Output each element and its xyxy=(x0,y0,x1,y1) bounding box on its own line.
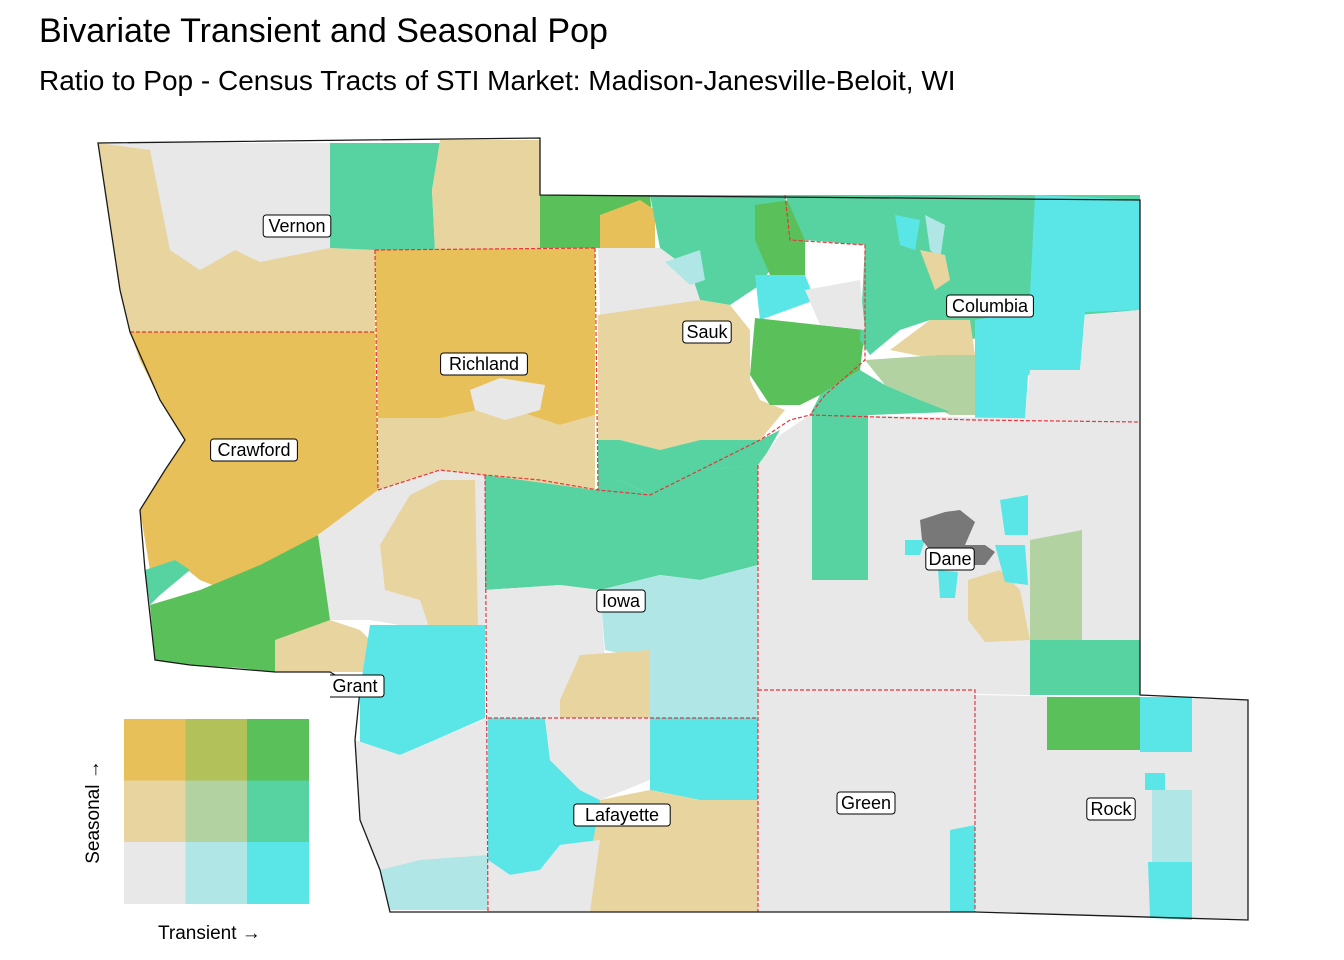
svg-text:Columbia: Columbia xyxy=(952,296,1029,316)
legend-cell xyxy=(185,780,248,843)
legend-cell xyxy=(247,719,309,781)
legend-cell xyxy=(124,719,186,781)
svg-text:Vernon: Vernon xyxy=(268,216,325,236)
legend-seasonal-axis-label: Seasonal → xyxy=(83,760,104,864)
county-label-green: Green xyxy=(836,791,896,815)
tract xyxy=(98,143,330,270)
legend-cell xyxy=(185,719,248,781)
legend-cell xyxy=(247,780,309,843)
tract xyxy=(378,405,595,490)
tract xyxy=(545,718,650,800)
tract xyxy=(485,465,758,590)
tract xyxy=(1140,697,1192,752)
svg-text:Iowa: Iowa xyxy=(602,591,641,611)
tract xyxy=(598,430,780,495)
map-subtitle: Ratio to Pop - Census Tracts of STI Mark… xyxy=(39,65,956,96)
tract xyxy=(1025,310,1140,420)
tract xyxy=(950,825,975,912)
county-label-lafayette: Lafayette xyxy=(573,803,671,827)
tract xyxy=(380,855,488,910)
tract xyxy=(432,140,540,250)
tract xyxy=(750,318,865,405)
tract xyxy=(330,143,440,250)
tract xyxy=(598,300,785,450)
tract xyxy=(755,275,815,320)
svg-text:Green: Green xyxy=(841,793,891,813)
tract xyxy=(968,570,1030,642)
tract xyxy=(488,718,600,875)
tract xyxy=(1152,790,1192,862)
svg-text:Lafayette: Lafayette xyxy=(585,805,659,825)
tract xyxy=(600,200,655,248)
svg-text:Crawford: Crawford xyxy=(217,440,290,460)
tract xyxy=(995,545,1028,585)
county-label-vernon: Vernon xyxy=(262,214,332,238)
tract xyxy=(755,200,805,275)
tract xyxy=(1148,862,1192,920)
legend-transient-axis-label: Transient → xyxy=(158,923,261,944)
tract xyxy=(938,570,958,598)
tract xyxy=(650,718,758,800)
county-label-sauk: Sauk xyxy=(682,320,732,344)
tract xyxy=(145,560,190,605)
tract xyxy=(98,143,375,332)
svg-text:Dane: Dane xyxy=(928,549,971,569)
tract xyxy=(1145,773,1165,790)
bivariate-legend xyxy=(124,719,309,904)
map-title: Bivariate Transient and Seasonal Pop xyxy=(39,12,608,50)
tract xyxy=(890,320,975,360)
tract xyxy=(925,215,945,260)
tract xyxy=(1047,697,1140,750)
tract xyxy=(865,355,975,415)
county-label-layer: Vernon Columbia Sauk Richland Crawford Dane Io… xyxy=(210,214,1136,827)
county-label-dane: Dane xyxy=(925,547,975,571)
tract xyxy=(560,650,650,718)
tract xyxy=(1000,495,1028,535)
tract xyxy=(1030,530,1082,640)
county-label-richland: Richland xyxy=(440,352,528,376)
county-label-crawford: Crawford xyxy=(210,438,298,462)
svg-text:Sauk: Sauk xyxy=(686,322,728,342)
tract xyxy=(895,215,920,250)
svg-text:Grant: Grant xyxy=(332,676,377,696)
tract xyxy=(975,195,1140,420)
county-label-grant: Grant xyxy=(330,674,385,698)
legend-cell xyxy=(247,842,309,904)
tract xyxy=(360,625,485,755)
tract xyxy=(812,415,868,580)
tract xyxy=(905,540,925,555)
tract xyxy=(805,280,865,330)
county-label-iowa: Iowa xyxy=(596,589,646,613)
legend-cell xyxy=(124,780,186,843)
legend-cell xyxy=(124,842,186,904)
county-label-columbia: Columbia xyxy=(946,294,1034,318)
svg-text:Richland: Richland xyxy=(449,354,519,374)
legend-cell xyxy=(185,842,248,904)
tract xyxy=(488,840,600,912)
svg-text:Rock: Rock xyxy=(1090,799,1132,819)
tract xyxy=(920,250,950,290)
tract xyxy=(665,250,705,285)
tract xyxy=(380,480,478,630)
tract xyxy=(810,370,950,415)
tract xyxy=(275,620,380,672)
county-label-rock: Rock xyxy=(1086,797,1136,821)
tract xyxy=(375,248,595,425)
tract xyxy=(470,378,545,420)
tract xyxy=(1030,640,1140,695)
county-border-layer xyxy=(130,194,1141,913)
tract xyxy=(920,510,995,565)
